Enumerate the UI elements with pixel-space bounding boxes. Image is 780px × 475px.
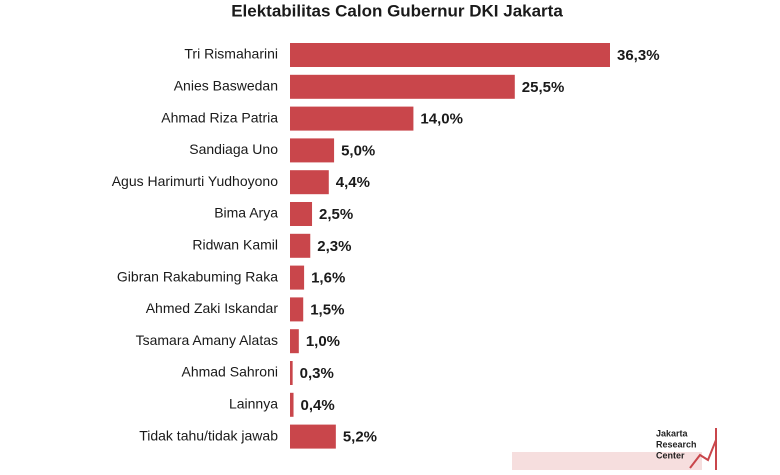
category-label: Anies Baswedan bbox=[174, 78, 278, 94]
bar bbox=[290, 424, 336, 449]
category-label: Lainnya bbox=[229, 396, 278, 412]
value-label: 1,0% bbox=[306, 333, 340, 350]
category-label: Gibran Rakabuming Raka bbox=[117, 268, 278, 284]
bar bbox=[290, 138, 335, 163]
bar bbox=[290, 170, 329, 195]
logo-text: Center bbox=[656, 450, 685, 460]
logo-text: Jakarta bbox=[656, 428, 689, 438]
category-label: Agus Harimurti Yudhoyono bbox=[112, 173, 278, 189]
value-label: 5,2% bbox=[343, 429, 377, 446]
category-label: Tsamara Amany Alatas bbox=[136, 332, 278, 348]
bar bbox=[290, 392, 294, 417]
bar bbox=[290, 106, 414, 131]
bar bbox=[290, 233, 311, 258]
logo-backdrop bbox=[512, 452, 702, 470]
category-label: Ahmed Zaki Iskandar bbox=[146, 300, 279, 316]
value-label: 1,6% bbox=[311, 270, 345, 287]
category-label: Bima Arya bbox=[214, 205, 278, 221]
category-label: Sandiaga Uno bbox=[189, 141, 278, 157]
value-label: 0,4% bbox=[301, 397, 335, 414]
chart-title: Elektabilitas Calon Gubernur DKI Jakarta bbox=[231, 1, 563, 20]
bar bbox=[290, 329, 299, 354]
value-label: 4,4% bbox=[336, 174, 370, 191]
value-label: 14,0% bbox=[420, 111, 463, 128]
bar bbox=[290, 265, 305, 290]
category-label: Ahmad Sahroni bbox=[181, 364, 278, 380]
value-label: 25,5% bbox=[522, 79, 565, 96]
bar bbox=[290, 361, 293, 385]
bar bbox=[290, 297, 304, 322]
category-label: Tidak tahu/tidak jawab bbox=[139, 427, 278, 443]
category-label: Ahmad Riza Patria bbox=[161, 109, 278, 125]
category-label: Ridwan Kamil bbox=[192, 237, 278, 253]
value-label: 0,3% bbox=[300, 365, 334, 382]
value-label: 36,3% bbox=[617, 47, 660, 64]
bar bbox=[290, 74, 515, 99]
value-label: 2,3% bbox=[317, 238, 351, 255]
value-label: 2,5% bbox=[319, 206, 353, 223]
value-label: 5,0% bbox=[341, 142, 375, 159]
category-label: Tri Rismaharini bbox=[184, 46, 278, 62]
bar bbox=[290, 202, 313, 226]
logo-text: Research bbox=[656, 439, 697, 449]
bar bbox=[290, 43, 610, 67]
logo-arrow bbox=[689, 439, 717, 469]
value-label: 1,5% bbox=[310, 301, 344, 318]
